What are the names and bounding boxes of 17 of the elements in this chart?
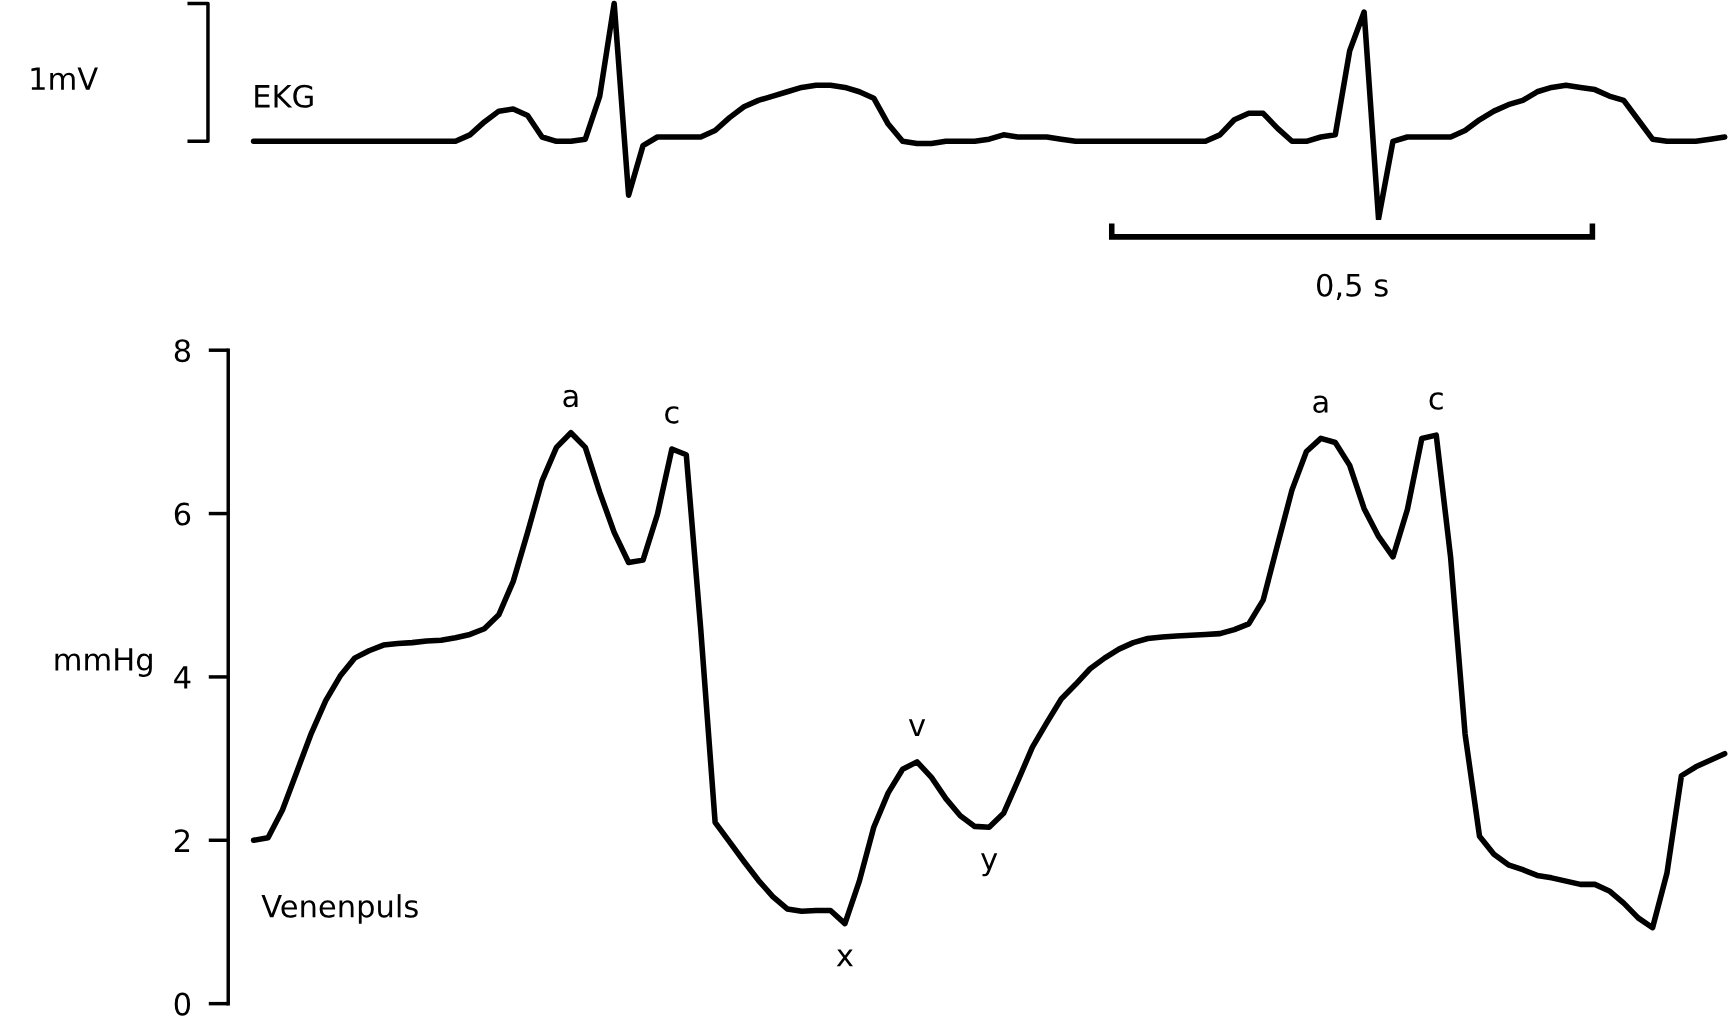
y-tick-label: 6 — [174, 502, 191, 526]
y-axis-title: mmHg — [55, 648, 152, 677]
annotation: x — [836, 949, 853, 967]
y-tick-label: 0 — [174, 992, 191, 1016]
annotation: a — [1313, 395, 1328, 414]
y-tick-label: 8 — [174, 339, 191, 363]
y-tick-label: 4 — [174, 666, 191, 689]
series-label: Venenpuls — [261, 894, 418, 924]
annotation: c — [665, 406, 679, 424]
y-tick-label: 2 — [174, 829, 190, 852]
annotation: a — [563, 389, 578, 408]
series-label: EKG — [255, 84, 313, 108]
annotation: v — [908, 719, 926, 737]
annotation: c — [1429, 392, 1443, 410]
annotation: y — [981, 853, 998, 877]
text: 1mV — [31, 67, 98, 90]
text: 0,5 s — [1316, 273, 1388, 300]
